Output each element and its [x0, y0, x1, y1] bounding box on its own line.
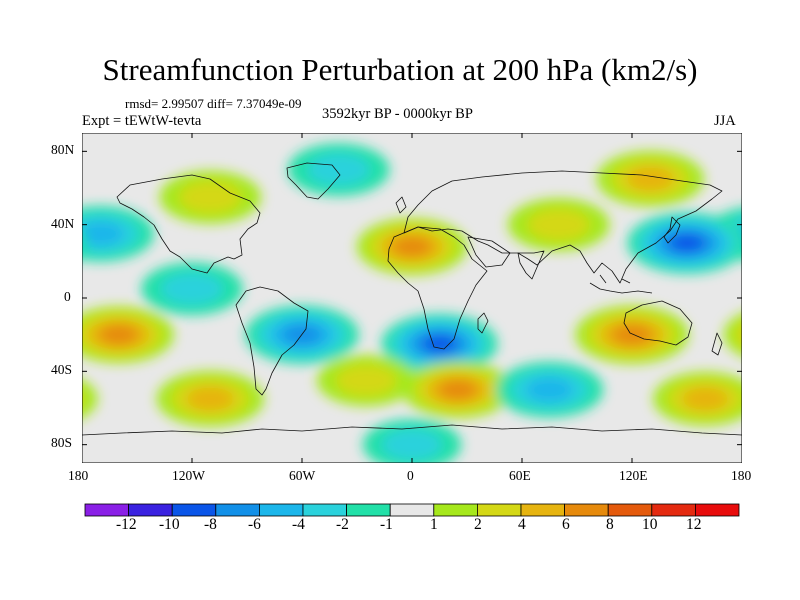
contour-blob-north-atlantic-negative: [307, 153, 370, 186]
colorbar-label: -2: [336, 516, 349, 533]
lat-label-80s: 80S: [51, 435, 73, 450]
experiment-label: Expt = tEWtW-tevta: [82, 113, 202, 129]
lon-label-0: 0: [407, 468, 414, 483]
coastline-africa: [387, 226, 488, 350]
contour-blob-southeast-pacific-positive: [186, 386, 235, 412]
contour-blob-central-asia-positive: [527, 208, 590, 241]
contour-blob-southwest-pacific-positive: [682, 386, 729, 411]
colorbar-swatch: [258, 503, 304, 517]
contour-blob-south-africa-negative: [422, 335, 457, 353]
coastline-greenland: [286, 162, 341, 200]
coastline-north-america: [116, 174, 261, 274]
contour-blob-north-pacific-negative: [82, 221, 125, 247]
coastline-india: [517, 250, 545, 280]
colorbar: [84, 503, 740, 517]
coastline-new-zealand: [711, 332, 723, 356]
colorbar-label: -6: [248, 516, 261, 533]
contour-blob-atlantic-africa-positive: [392, 236, 432, 257]
colorbar-swatch: [433, 503, 478, 517]
colorbar-swatch: [564, 503, 609, 517]
colorbar-label: 12: [686, 516, 702, 533]
colorbar-swatch: [520, 503, 565, 517]
contour-blob-north-america-positive: [179, 181, 242, 214]
colorbar-swatch: [84, 503, 129, 517]
colorbar-swatch: [607, 503, 653, 517]
colorbar-label: -10: [159, 516, 180, 533]
coastline-madagascar: [477, 312, 489, 334]
contour-blob-south-atlantic-positive: [438, 379, 477, 400]
colorbar-label: 2: [474, 516, 482, 533]
coastline-indonesia: [589, 274, 653, 294]
lat-label-80n: 80N: [51, 142, 75, 157]
colorbar-swatch: [128, 503, 173, 517]
plot-title: Streamfunction Perturbation at 200 hPa (…: [102, 52, 698, 87]
colorbar-swatch: [346, 503, 391, 517]
coastline-south-america: [235, 286, 309, 396]
colorbar-label: -8: [204, 516, 217, 533]
contour-blob-siberia-positive: [626, 166, 675, 192]
contour-blob-australia-positive: [612, 324, 652, 345]
period-label: 3592kyr BP - 0000kyr BP: [322, 106, 473, 122]
streamfunction-map: [82, 133, 742, 463]
contour-blob-southwest-pacific-positive: [82, 379, 98, 418]
colorbar-label: 4: [518, 516, 526, 533]
contour-fill-layer: [82, 143, 742, 463]
lat-label-40s: 40S: [51, 362, 73, 377]
lon-label-60w: 60W: [289, 468, 316, 483]
contour-blob-south-pacific-positive: [99, 324, 138, 345]
lon-label-120w: 120W: [172, 468, 205, 483]
contour-blob-west-pacific-negative: [670, 234, 704, 252]
contour-blob-indian-ocean-negative: [525, 377, 574, 402]
colorbar-label: 1: [430, 516, 438, 533]
colorbar-label: 8: [606, 516, 614, 533]
rmsd-diff-line: rmsd= 2.99507 diff= 7.37049e-09: [125, 96, 302, 111]
lat-label-0: 0: [64, 289, 71, 304]
coastlines: [82, 162, 742, 436]
lon-label-60e: 60E: [509, 468, 531, 483]
coastline-eurasia: [403, 170, 723, 284]
lon-label-120e: 120E: [619, 468, 648, 483]
colorbar-label: 6: [562, 516, 570, 533]
contour-blob-south-pacific-positive: [735, 323, 742, 347]
colorbar-swatch: [302, 503, 347, 517]
colorbar-swatch: [389, 503, 435, 517]
colorbar-label: -12: [116, 516, 137, 533]
contour-blob-south-pacific-positive: [723, 313, 742, 356]
lat-label-40n: 40N: [51, 216, 75, 231]
coastline-japan: [663, 216, 681, 244]
colorbar-swatch: [215, 503, 260, 517]
colorbar-label: -1: [380, 516, 393, 533]
contour-blob-antarctic-negative: [381, 429, 443, 461]
lon-label-180e: 180: [731, 468, 752, 483]
colorbar-swatch: [476, 503, 522, 517]
contour-blob-south-atlantic-west-positive: [335, 364, 397, 397]
colorbar-label: -4: [292, 516, 305, 533]
coastline-british-isles: [395, 196, 407, 214]
axis-ticks: [82, 133, 742, 463]
colorbar-swatch: [695, 503, 740, 517]
contour-blob-tropical-pacific-negative: [160, 272, 224, 305]
colorbar-swatch: [651, 503, 696, 517]
coastline-antarctica: [82, 424, 742, 436]
colorbar-label: 10: [642, 516, 658, 533]
season-label: JJA: [714, 113, 736, 129]
colorbar-swatch: [171, 503, 217, 517]
lon-label-180w: 180: [68, 468, 89, 483]
coastline-australia: [623, 300, 693, 346]
coastline-arabia: [467, 236, 511, 268]
contour-blob-west-pacific-negative: [82, 231, 87, 255]
